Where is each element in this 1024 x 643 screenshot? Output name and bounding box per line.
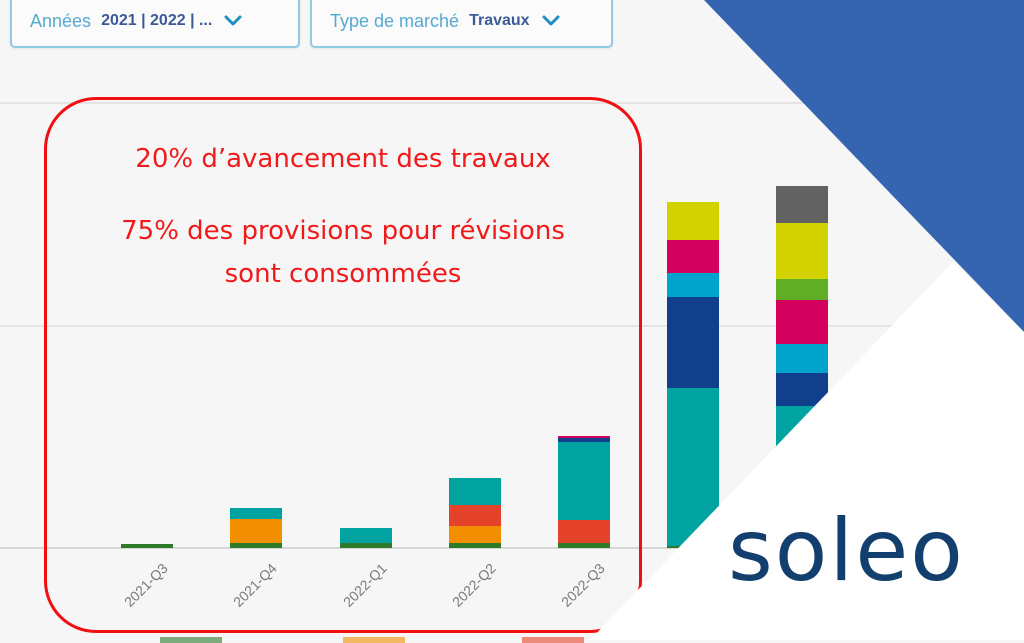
chevron-down-icon (224, 15, 242, 26)
bar-segment[interactable] (667, 239, 719, 273)
bar-segment[interactable] (340, 527, 392, 543)
gridline (0, 102, 1024, 104)
white-corner-panel (590, 262, 1024, 640)
bar-2022-q2[interactable] (449, 477, 501, 548)
bar-segment[interactable] (449, 477, 501, 505)
annotation-callout-box: 20% d’avancement des travaux 75% des pro… (44, 97, 642, 633)
bar-segment[interactable] (558, 441, 610, 520)
bar-segment[interactable] (558, 437, 610, 442)
bar-2021-q4[interactable] (230, 507, 282, 548)
bar-segment[interactable] (776, 278, 828, 300)
annotation-line-2: 75% des provisions pour révisions (121, 216, 565, 246)
x-axis-baseline (0, 547, 1024, 549)
market-type-filter-dropdown[interactable]: Type de marché Travaux (310, 0, 613, 48)
bar-segment[interactable] (776, 185, 828, 223)
market-type-filter-value: Travaux (469, 12, 530, 29)
bar-segment[interactable] (667, 272, 719, 297)
bar-segment[interactable] (776, 222, 828, 279)
bar-2022-q1[interactable] (340, 527, 392, 548)
bar-segment[interactable] (449, 525, 501, 543)
blue-corner-triangle (704, 0, 1024, 332)
bar-segment[interactable] (121, 544, 173, 548)
bar-2022-q3[interactable] (558, 435, 610, 548)
bar-2021-q3[interactable] (121, 544, 173, 548)
bar-segment[interactable] (340, 542, 392, 548)
bar-segment[interactable] (449, 542, 501, 548)
bar-segment[interactable] (230, 518, 282, 543)
gridline (0, 325, 1024, 327)
bar-segment[interactable] (230, 542, 282, 548)
years-filter-dropdown[interactable]: Années 2021 | 2022 | ... (10, 0, 300, 48)
bar-segment[interactable] (776, 372, 828, 406)
chevron-down-icon (542, 15, 560, 26)
bar-segment[interactable] (776, 343, 828, 373)
bar-segment[interactable] (558, 542, 610, 548)
years-filter-label: Années (30, 10, 92, 31)
annotation-line-3: sont consommées (224, 259, 462, 289)
bar-segment[interactable] (667, 201, 719, 240)
bar-segment[interactable] (449, 504, 501, 526)
bar-segment[interactable] (776, 299, 828, 344)
bar-segment[interactable] (558, 435, 610, 438)
bar-segment[interactable] (230, 507, 282, 519)
market-type-filter-label: Type de marché (330, 10, 460, 31)
bar-segment[interactable] (667, 296, 719, 388)
years-filter-value: 2021 | 2022 | ... (101, 12, 213, 29)
bar-segment[interactable] (558, 519, 610, 543)
soleo-logo: soleo (728, 501, 965, 601)
annotation-line-1: 20% d’avancement des travaux (135, 144, 551, 174)
